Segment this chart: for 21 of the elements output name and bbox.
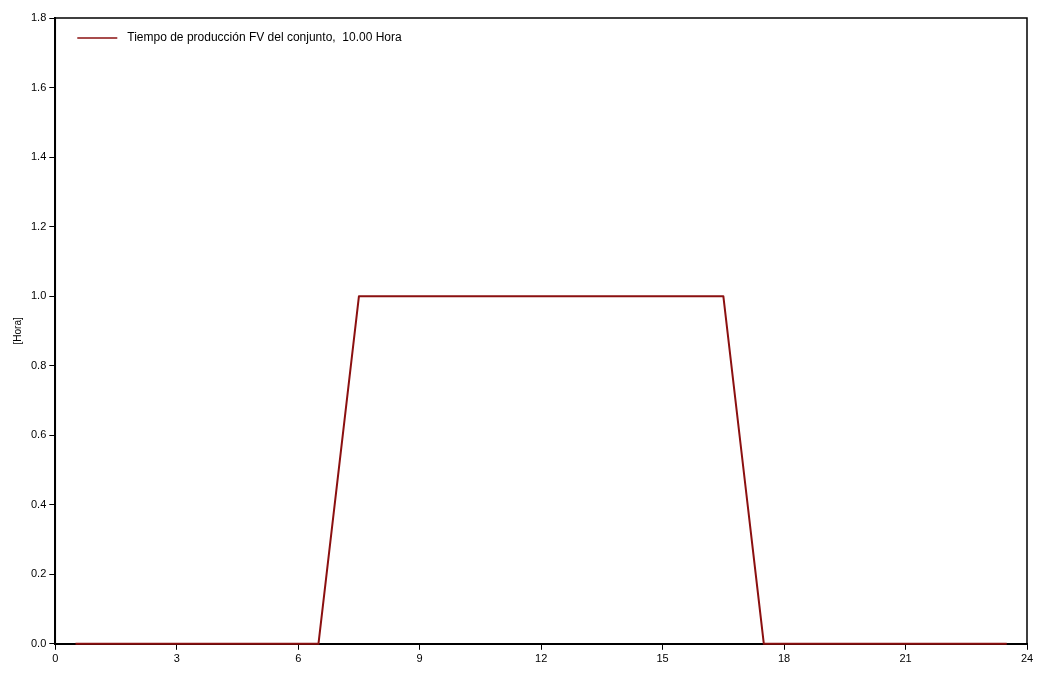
y-tick-label: 0.4	[30, 497, 47, 510]
y-tick-label: 0.8	[30, 358, 47, 371]
x-tick-label: 9	[416, 652, 423, 665]
x-tick-label: 3	[173, 652, 180, 665]
y-tick-label: 0.0	[30, 636, 47, 649]
x-tick-label: 21	[899, 652, 912, 665]
y-axis-title: [Hora]	[11, 317, 23, 345]
x-tick-label: 0	[52, 652, 59, 665]
x-tick-label: 6	[295, 652, 302, 665]
y-tick-label: 1.2	[30, 219, 47, 232]
x-tick-label: 12	[535, 652, 548, 665]
y-tick-label: 0.2	[30, 567, 47, 580]
y-tick-label: 0.6	[30, 428, 47, 441]
legend-label: Tiempo de producción FV del conjunto, 10.00 Hora	[127, 30, 402, 45]
x-tick-label: 18	[777, 652, 791, 665]
y-tick-label: 1.4	[30, 150, 47, 163]
x-tick-label: 24	[1020, 652, 1034, 665]
y-tick-label: 1.8	[30, 11, 47, 24]
y-tick-label: 1.0	[30, 289, 47, 302]
y-tick-label: 1.6	[30, 80, 47, 93]
x-tick-label: 15	[656, 652, 669, 665]
